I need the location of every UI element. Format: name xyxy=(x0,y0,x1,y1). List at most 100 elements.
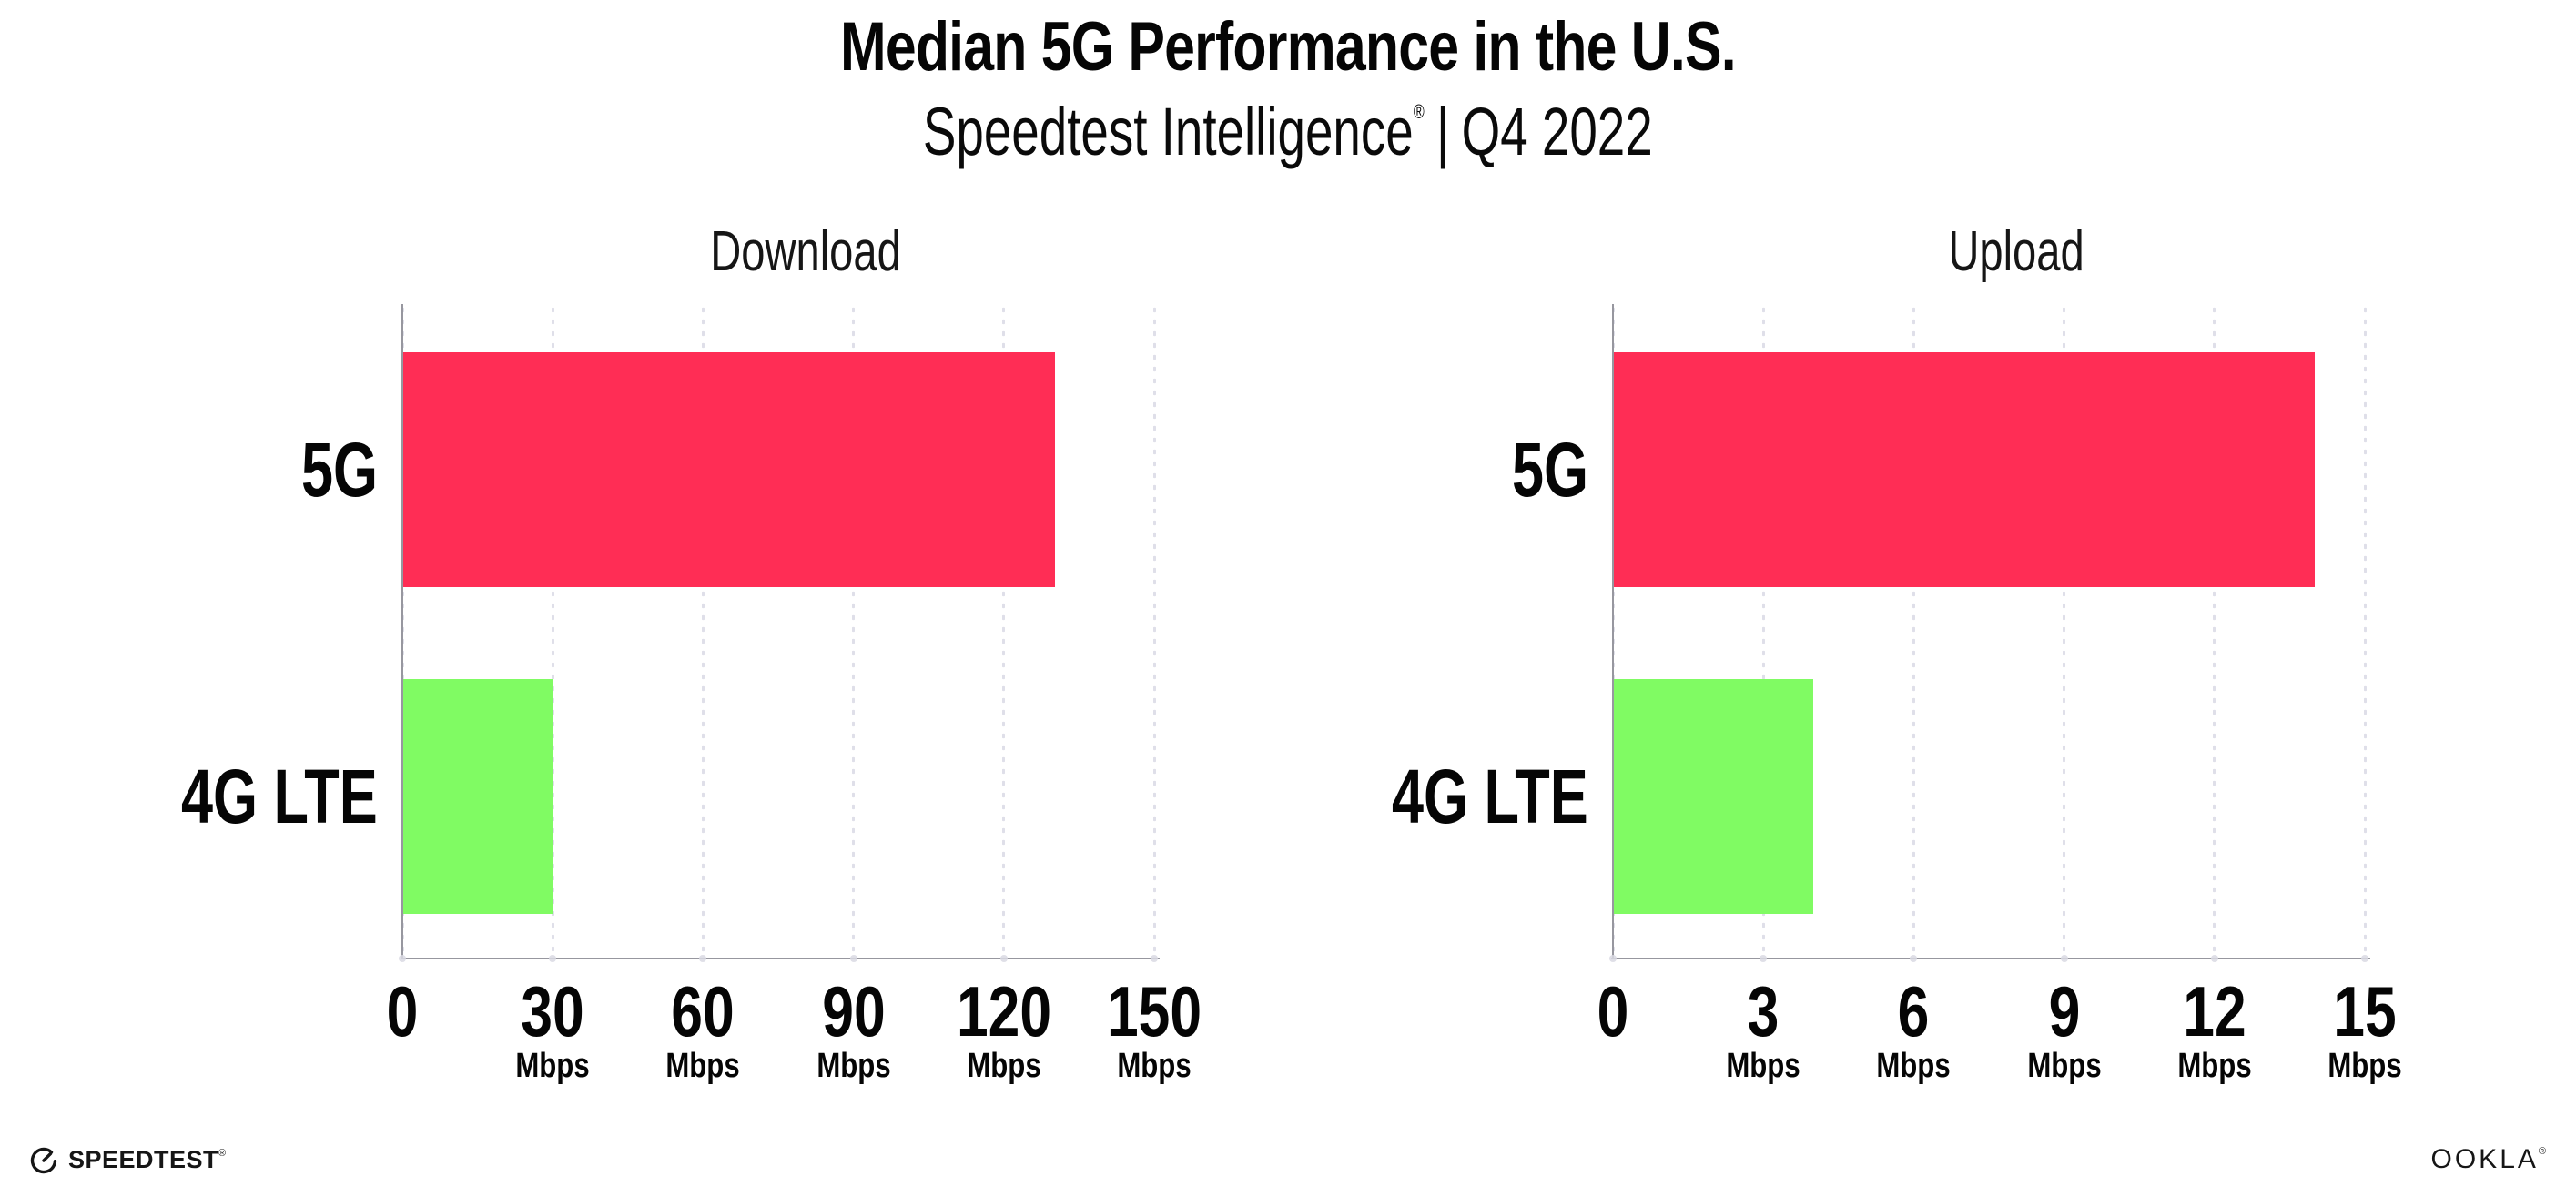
y-axis-spine xyxy=(1612,304,1614,959)
ookla-logo: OOKLA® xyxy=(2431,1144,2549,1175)
x-tick-unit-text: Mbps xyxy=(515,1047,590,1085)
x-tick-label: 60 xyxy=(664,976,743,1047)
x-tick-label: 12 xyxy=(2175,976,2254,1047)
speedtest-wordmark: SPEEDTEST® xyxy=(68,1145,227,1173)
page-title-text: Median 5G Performance in the U.S. xyxy=(840,8,1737,86)
x-tick-unit-label: Mbps xyxy=(508,1049,598,1083)
x-tick-label-text: 150 xyxy=(1106,971,1202,1051)
x-tick-label-text: 90 xyxy=(821,971,886,1051)
x-tick-label-text: 3 xyxy=(1747,971,1780,1051)
gridline xyxy=(852,304,856,959)
axis-tick-dot xyxy=(1609,955,1617,962)
x-tick-unit-text: Mbps xyxy=(816,1047,891,1085)
x-tick-label-text: 0 xyxy=(386,971,419,1051)
axis-tick-dot xyxy=(699,955,707,962)
x-tick-unit-text: Mbps xyxy=(665,1047,741,1085)
category-label-text: 4G LTE xyxy=(181,754,378,839)
x-tick-label: 90 xyxy=(814,976,893,1047)
x-tick-label: 0 xyxy=(1593,976,1632,1047)
axis-tick-dot xyxy=(1760,955,1768,962)
ookla-wordmark: OOKLA® xyxy=(2430,1144,2549,1174)
gridline xyxy=(1002,304,1006,959)
x-tick-unit-text: Mbps xyxy=(2177,1047,2252,1085)
x-tick-unit-text: Mbps xyxy=(1876,1047,1952,1085)
x-tick-label-text: 120 xyxy=(956,971,1051,1051)
x-tick-label: 9 xyxy=(2044,976,2084,1047)
x-tick-label-text: 15 xyxy=(2333,971,2397,1051)
x-tick-unit-label: Mbps xyxy=(2019,1049,2109,1083)
category-label-text: 5G xyxy=(300,427,378,512)
axis-tick-dot xyxy=(2210,955,2218,962)
category-label-4g-lte: 4G LTE xyxy=(116,758,378,835)
x-tick-unit-label: Mbps xyxy=(2169,1049,2259,1083)
page-subtitle-text: Speedtest Intelligence® | Q4 2022 xyxy=(923,98,1653,166)
x-tick-unit-label: Mbps xyxy=(808,1049,898,1083)
gridline xyxy=(551,304,554,959)
x-tick-unit-label: Mbps xyxy=(958,1049,1049,1083)
x-axis-line xyxy=(401,958,1160,959)
speedtest-registered-mark: ® xyxy=(218,1147,227,1159)
axis-tick-dot xyxy=(1151,955,1158,962)
chart-title: Upload xyxy=(1927,224,2105,280)
gridline xyxy=(1761,304,1765,959)
x-tick-unit-label: Mbps xyxy=(1109,1049,1199,1083)
speedtest-logo: SPEEDTEST® xyxy=(29,1144,227,1175)
x-axis-line xyxy=(1611,958,2370,959)
category-label-text: 4G LTE xyxy=(1392,754,1588,839)
category-label-5g: 5G xyxy=(1486,431,1588,508)
gridline xyxy=(1912,304,1915,959)
gridline xyxy=(2063,304,2066,959)
x-tick-unit-label: Mbps xyxy=(658,1049,748,1083)
subtitle-divider: | xyxy=(1436,94,1450,169)
speedtest-gauge-icon xyxy=(30,1147,57,1174)
x-tick-unit-label: Mbps xyxy=(1869,1049,1959,1083)
chart-title-text: Download xyxy=(710,220,901,283)
axis-tick-dot xyxy=(1910,955,1918,962)
axis-tick-dot xyxy=(399,955,406,962)
x-tick-label: 6 xyxy=(1894,976,1933,1047)
category-label-5g: 5G xyxy=(276,431,378,508)
x-tick-label: 15 xyxy=(2326,976,2405,1047)
x-tick-label: 3 xyxy=(1743,976,1782,1047)
x-tick-label: 30 xyxy=(513,976,593,1047)
bar-4g-lte xyxy=(402,679,553,914)
gridline xyxy=(1152,304,1156,959)
x-tick-unit-label: Mbps xyxy=(2319,1049,2409,1083)
ookla-registered-mark: ® xyxy=(2538,1146,2549,1157)
axis-tick-dot xyxy=(849,955,857,962)
x-tick-unit-label: Mbps xyxy=(1719,1049,1809,1083)
x-tick-unit-text: Mbps xyxy=(967,1047,1041,1085)
x-tick-label-text: 0 xyxy=(1597,971,1629,1051)
x-tick-label-text: 9 xyxy=(2048,971,2080,1051)
axis-tick-dot xyxy=(2060,955,2068,962)
gridline xyxy=(701,304,705,959)
page-subtitle: Speedtest Intelligence® | Q4 2022 xyxy=(0,98,2576,166)
x-tick-unit-text: Mbps xyxy=(2328,1047,2402,1085)
registered-trademark-icon: ® xyxy=(1413,100,1425,123)
category-label-text: 5G xyxy=(1511,427,1588,512)
x-tick-label-text: 60 xyxy=(671,971,735,1051)
chart-title-text: Upload xyxy=(1948,220,2084,283)
page-title: Median 5G Performance in the U.S. xyxy=(0,13,2576,82)
x-tick-label: 150 xyxy=(1095,976,1213,1047)
x-tick-unit-text: Mbps xyxy=(1117,1047,1192,1085)
x-tick-label: 120 xyxy=(945,976,1063,1047)
x-tick-label-text: 12 xyxy=(2183,971,2246,1051)
x-tick-label: 0 xyxy=(382,976,421,1047)
gridline xyxy=(2213,304,2216,959)
subtitle-brand: Speedtest Intelligence xyxy=(923,94,1414,169)
bar-4g-lte xyxy=(1613,679,1813,914)
x-tick-label-text: 6 xyxy=(1898,971,1930,1051)
y-axis-spine xyxy=(401,304,403,959)
axis-tick-dot xyxy=(2361,955,2368,962)
x-tick-unit-text: Mbps xyxy=(2026,1047,2102,1085)
x-tick-label-text: 30 xyxy=(521,971,584,1051)
axis-tick-dot xyxy=(549,955,557,962)
chart-title: Download xyxy=(680,224,931,280)
axis-tick-dot xyxy=(999,955,1008,962)
category-label-4g-lte: 4G LTE xyxy=(1326,758,1588,835)
subtitle-qualifier: Q4 2022 xyxy=(1461,94,1653,169)
